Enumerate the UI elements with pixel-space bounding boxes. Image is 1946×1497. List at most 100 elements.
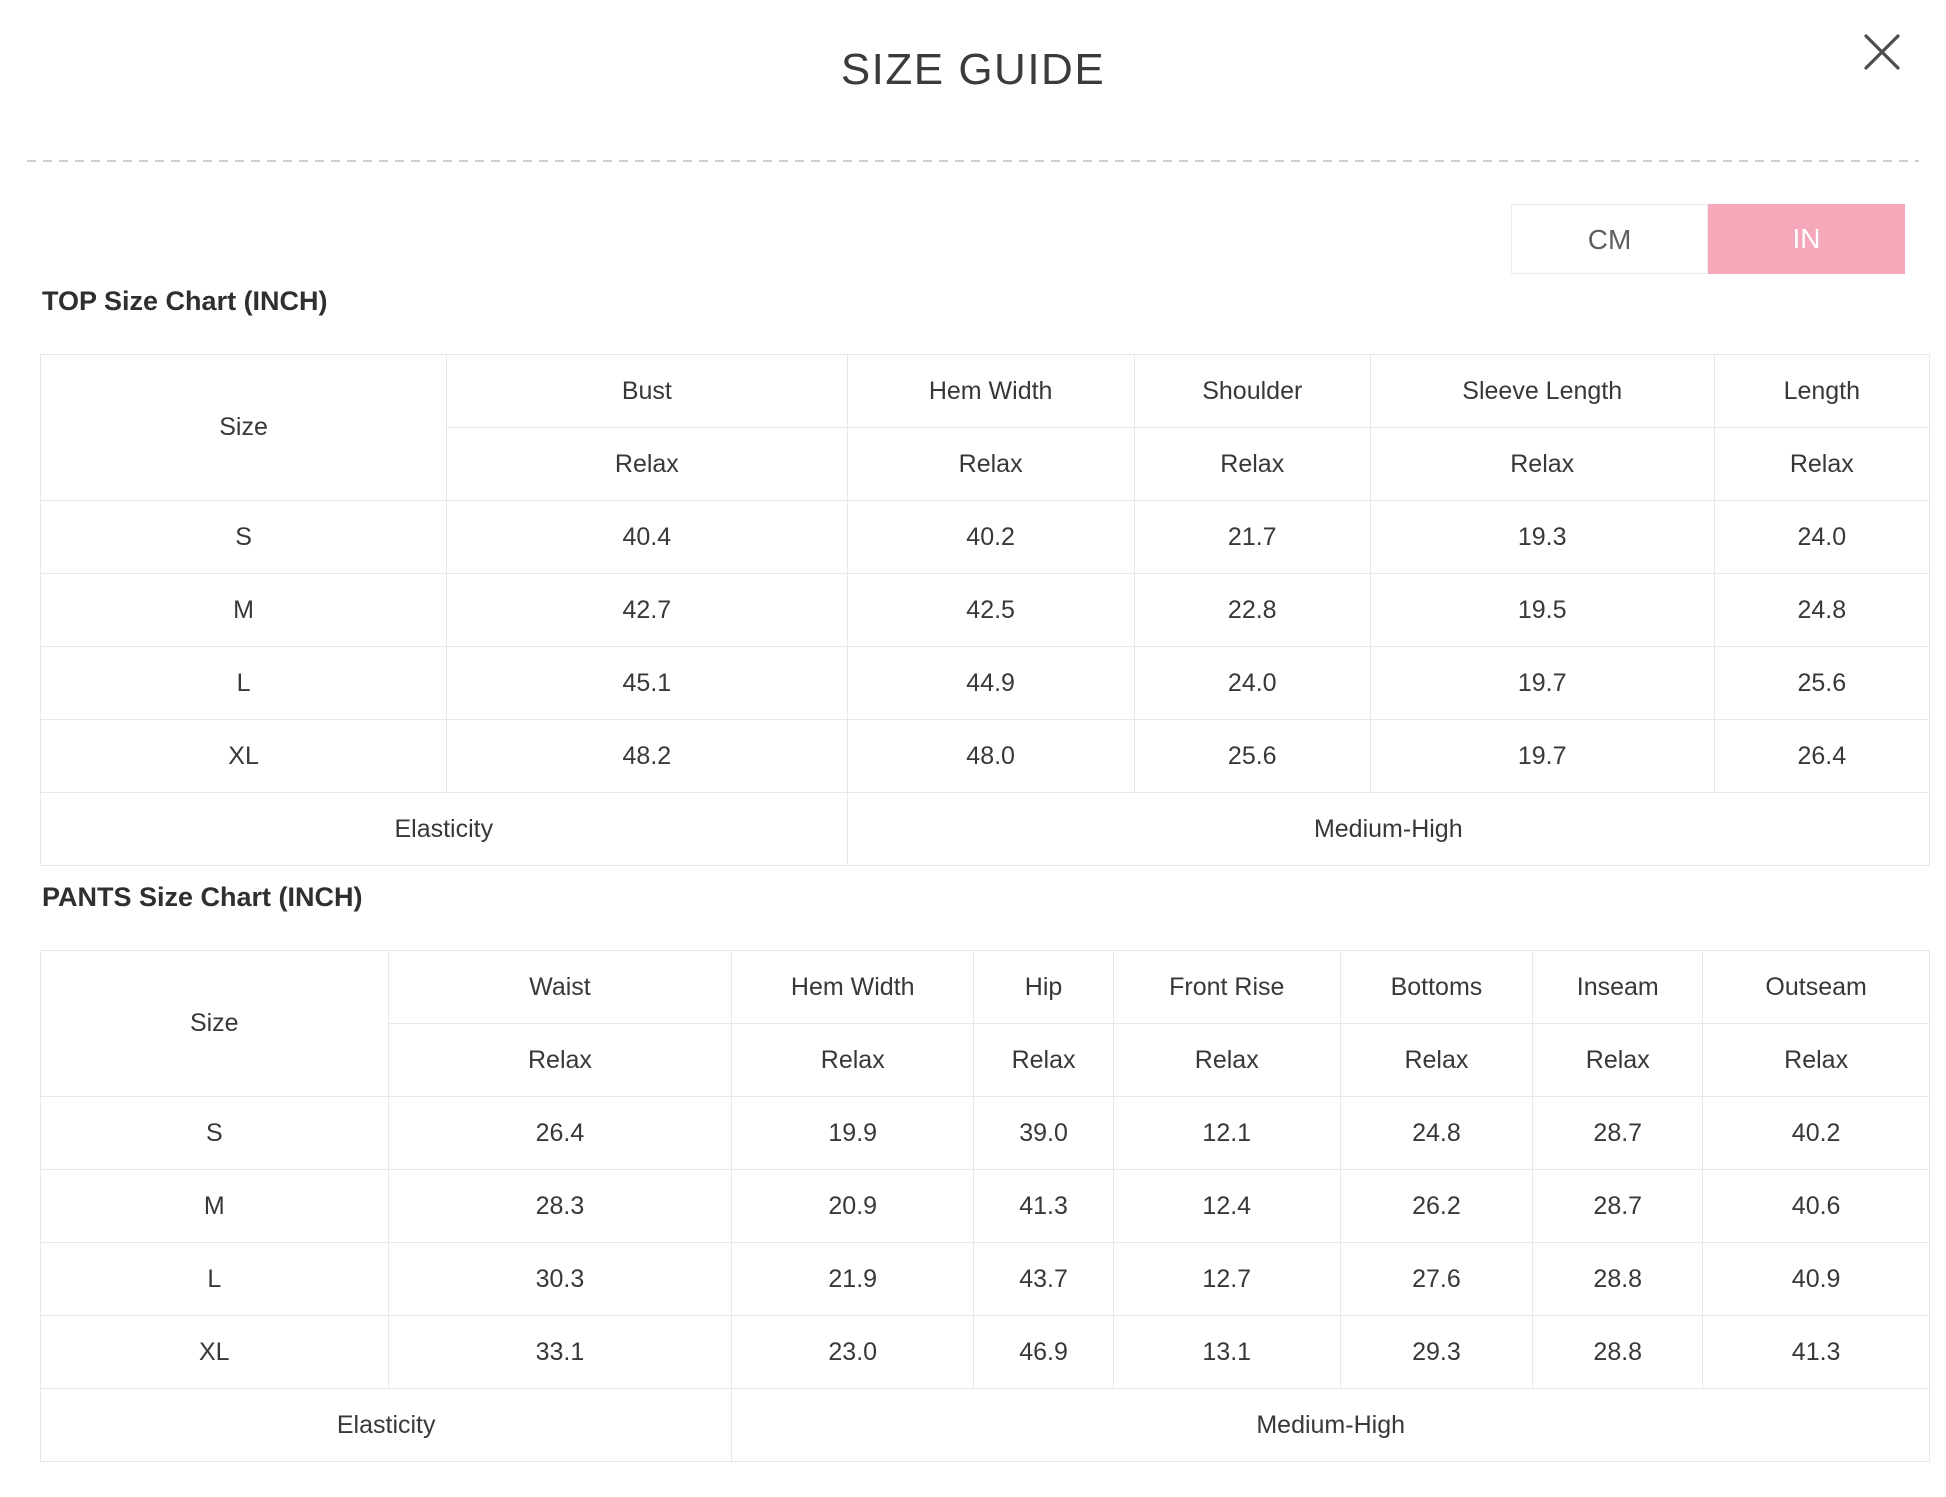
relax-subheader: Relax — [973, 1023, 1114, 1097]
value-cell: 25.6 — [1133, 719, 1371, 793]
table-body: S 26.4 19.9 39.0 12.1 24.8 28.7 40.2 M 28.3 20.9 41… — [39, 1096, 1930, 1462]
value-cell: 12.4 — [1112, 1169, 1341, 1243]
value-cell: 40.9 — [1702, 1242, 1930, 1316]
close-icon — [1863, 33, 1901, 71]
value-cell: 41.3 — [973, 1169, 1114, 1243]
relax-subheader: Relax — [1369, 427, 1715, 501]
relax-subheader: Relax — [1713, 427, 1931, 501]
page-title: SIZE GUIDE — [840, 45, 1106, 94]
close-button[interactable] — [1860, 30, 1904, 74]
value-cell: 19.5 — [1369, 573, 1715, 647]
value-cell: 39.0 — [973, 1096, 1114, 1170]
size-cell: L — [39, 646, 448, 720]
table-row: M 28.3 20.9 41.3 12.4 26.2 28.7 40.6 — [40, 1169, 1930, 1243]
column-header: Hip — [973, 950, 1114, 1024]
relax-subheader: Relax — [1339, 1023, 1534, 1097]
value-cell: 41.3 — [1702, 1315, 1930, 1389]
value-cell: 33.1 — [387, 1315, 733, 1389]
value-cell: 46.9 — [973, 1315, 1114, 1389]
value-cell: 40.2 — [846, 500, 1135, 574]
column-header: Waist — [387, 950, 733, 1024]
value-cell: 19.7 — [1369, 719, 1715, 793]
relax-subheader: Relax — [1532, 1023, 1704, 1097]
value-cell: 13.1 — [1112, 1315, 1341, 1389]
size-cell: XL — [39, 719, 448, 793]
table-row: M 42.7 42.5 22.8 19.5 24.8 — [39, 573, 1931, 647]
table-row: XL 48.2 48.0 25.6 19.7 26.4 — [39, 719, 1931, 793]
relax-subheader: Relax — [1133, 427, 1371, 501]
column-header-size: Size — [39, 354, 448, 501]
value-cell: 28.3 — [387, 1169, 733, 1243]
table-body: S 40.4 40.2 21.7 19.3 24.0 M 42.7 42.5 22.8 19.5 24… — [39, 500, 1931, 866]
unit-in-button[interactable]: IN — [1708, 204, 1905, 274]
column-header: Bust — [446, 354, 848, 428]
value-cell: 24.0 — [1133, 646, 1371, 720]
column-header: Hem Width — [731, 950, 975, 1024]
value-cell: 22.8 — [1133, 573, 1371, 647]
value-cell: 19.9 — [731, 1096, 975, 1170]
pants-chart-heading: PANTS Size Chart (INCH) — [42, 882, 363, 912]
value-cell: 44.9 — [846, 646, 1135, 720]
value-cell: 48.0 — [846, 719, 1135, 793]
value-cell: 12.1 — [1112, 1096, 1341, 1170]
value-cell: 26.4 — [387, 1096, 733, 1170]
value-cell: 29.3 — [1339, 1315, 1534, 1389]
pants-size-table: Size Waist Hem Width Hip Front Rise Bottoms In… — [39, 950, 1930, 1462]
table-row: L 45.1 44.9 24.0 19.7 25.6 — [39, 646, 1931, 720]
table-row: S 40.4 40.2 21.7 19.3 24.0 — [39, 500, 1931, 574]
value-cell: 19.3 — [1369, 500, 1715, 574]
value-cell: 24.8 — [1339, 1096, 1534, 1170]
relax-subheader: Relax — [387, 1023, 733, 1097]
value-cell: 25.6 — [1713, 646, 1931, 720]
value-cell: 27.6 — [1339, 1242, 1534, 1316]
elasticity-label: Elasticity — [40, 792, 848, 866]
dashed-divider — [27, 160, 1919, 162]
relax-subheader: Relax — [846, 427, 1135, 501]
value-cell: 45.1 — [446, 646, 848, 720]
column-header: Inseam — [1532, 950, 1704, 1024]
top-chart-heading: TOP Size Chart (INCH) — [42, 286, 328, 316]
value-cell: 42.5 — [846, 573, 1135, 647]
value-cell: 48.2 — [446, 719, 848, 793]
table-row: S 26.4 19.9 39.0 12.1 24.8 28.7 40.2 — [40, 1096, 1930, 1170]
table-row: L 30.3 21.9 43.7 12.7 27.6 28.8 40.9 — [40, 1242, 1930, 1316]
unit-toggle: CM IN — [0, 204, 1905, 274]
relax-subheader: Relax — [446, 427, 848, 501]
value-cell: 21.7 — [1133, 500, 1371, 574]
elasticity-value: Medium-High — [731, 1388, 1930, 1462]
column-header: Length — [1713, 354, 1931, 428]
table-row: XL 33.1 23.0 46.9 13.1 29.3 28.8 41.3 — [40, 1315, 1930, 1389]
size-cell: M — [39, 573, 448, 647]
elasticity-row: Elasticity Medium-High — [39, 1388, 1930, 1462]
value-cell: 21.9 — [731, 1242, 975, 1316]
header-row: Size Bust Hem Width Shoulder Sleeve Length Le… — [39, 354, 1931, 501]
value-cell: 20.9 — [731, 1169, 975, 1243]
value-cell: 28.7 — [1532, 1169, 1704, 1243]
header-row: Size Waist Hem Width Hip Front Rise Bottoms In… — [40, 950, 1930, 1097]
column-header: Hem Width — [846, 354, 1135, 428]
column-header: Sleeve Length — [1369, 354, 1715, 428]
unit-cm-button[interactable]: CM — [1511, 204, 1708, 274]
elasticity-row: Elasticity Medium-High — [40, 792, 1931, 866]
value-cell: 26.4 — [1713, 719, 1931, 793]
value-cell: 28.8 — [1532, 1315, 1704, 1389]
size-cell: L — [40, 1242, 389, 1316]
value-cell: 28.7 — [1532, 1096, 1704, 1170]
table-head: Size Bust Hem Width Shoulder Sleeve Length Le… — [39, 354, 1931, 501]
value-cell: 40.2 — [1702, 1096, 1930, 1170]
column-header: Shoulder — [1133, 354, 1371, 428]
size-cell: S — [40, 1096, 389, 1170]
value-cell: 42.7 — [446, 573, 848, 647]
column-header: Front Rise — [1112, 950, 1341, 1024]
size-cell: M — [40, 1169, 389, 1243]
relax-subheader: Relax — [1112, 1023, 1341, 1097]
value-cell: 23.0 — [731, 1315, 975, 1389]
value-cell: 12.7 — [1112, 1242, 1341, 1316]
value-cell: 19.7 — [1369, 646, 1715, 720]
value-cell: 26.2 — [1339, 1169, 1534, 1243]
value-cell: 24.0 — [1713, 500, 1931, 574]
elasticity-value: Medium-High — [846, 792, 1931, 866]
value-cell: 40.6 — [1702, 1169, 1930, 1243]
modal-header: SIZE GUIDE — [0, 0, 1946, 160]
